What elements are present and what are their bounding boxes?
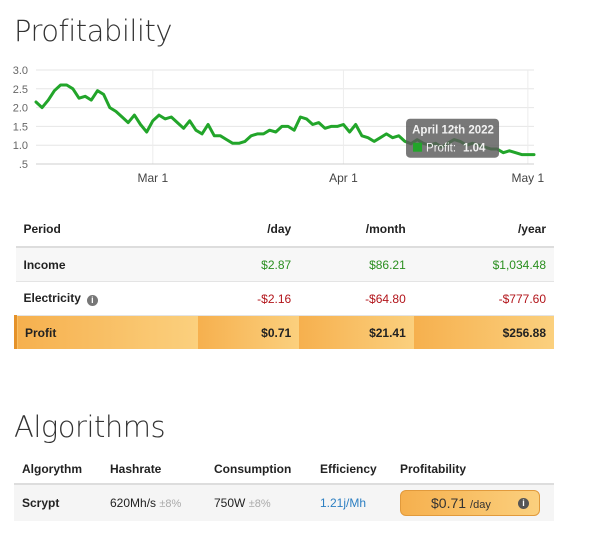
electricity-row: Electricity i -$2.16 -$64.80 -$777.60 [15, 281, 554, 316]
header-hashrate: Hashrate [102, 455, 206, 485]
profit-row: Profit $0.71 $21.41 $256.88 [14, 315, 554, 349]
chart-tooltip-date: April 12th 2022 [412, 125, 494, 137]
profitability-unit: /day [470, 499, 491, 511]
summary-header-row: Period /day /month /year [15, 212, 554, 248]
header-period: Period [15, 212, 199, 248]
profitability-pill[interactable]: $0.71/day i [400, 490, 540, 516]
consumption-cell: 750W ±8% [206, 484, 312, 521]
header-efficiency: Efficiency [312, 455, 392, 485]
hashrate-value: 620Mh/s [110, 496, 157, 510]
electricity-cell: Electricity i [15, 281, 199, 316]
consumption-value: 750W [214, 496, 246, 510]
chart-y-tick-label: 2.5 [13, 84, 28, 96]
income-day: $2.87 [198, 247, 300, 282]
algorithms-table: Algorythm Hashrate Consumption Efficienc… [14, 455, 554, 521]
chart-y-tick-label: 1.5 [13, 121, 28, 133]
electricity-month: -$64.80 [299, 281, 414, 316]
chart-tooltip-label: Profit: [426, 143, 456, 155]
chart-x-tick-label: Apr 1 [329, 171, 358, 185]
chart-y-tick-label: 2.0 [13, 103, 28, 115]
header-algorythm: Algorythm [14, 455, 102, 485]
info-icon[interactable]: i [86, 295, 98, 306]
profit-day: $0.71 [198, 315, 300, 349]
algorithm-name: Scrypt [14, 484, 102, 521]
algorithms-title: Algorithms [14, 410, 166, 444]
profitability-cell: $0.71/day i [392, 484, 554, 521]
hashrate-deviation: ±8% [159, 498, 182, 510]
consumption-deviation: ±8% [248, 498, 271, 510]
chart-y-tick-label: 1.0 [13, 140, 28, 152]
profit-year: $256.88 [413, 315, 554, 349]
info-icon[interactable]: i [518, 497, 529, 509]
chart-tooltip-value: 1.04 [463, 143, 486, 155]
electricity-label: Electricity [23, 291, 81, 305]
header-month: /month [299, 212, 414, 248]
income-month: $86.21 [299, 247, 414, 282]
profitability-chart[interactable]: .5 1.0 1.5 2.0 2.5 3.0 Mar 1 Apr 1 May 1 April 12… [0, 60, 560, 190]
efficiency-value[interactable]: 1.21j/Mh [312, 484, 392, 521]
profitability-amount: $0.71 [431, 495, 467, 511]
algorithms-header-row: Algorythm Hashrate Consumption Efficienc… [14, 455, 554, 485]
algorithm-row[interactable]: Scrypt 620Mh/s ±8% 750W ±8% 1.21j/Mh $0.… [14, 484, 554, 521]
profit-month: $21.41 [299, 315, 414, 349]
chart-x-tick-label: May 1 [512, 171, 545, 185]
income-row: Income $2.87 $86.21 $1,034.48 [15, 247, 554, 282]
income-label: Income [15, 247, 199, 282]
header-year: /year [413, 212, 554, 248]
header-consumption: Consumption [206, 455, 312, 485]
electricity-day: -$2.16 [198, 281, 300, 316]
header-profitability: Profitability [392, 455, 554, 485]
hashrate-cell: 620Mh/s ±8% [102, 484, 206, 521]
chart-tooltip [406, 118, 500, 158]
income-year: $1,034.48 [413, 247, 554, 282]
profitability-amount-group: $0.71/day [431, 495, 491, 511]
summary-table: Period /day /month /year Income $2.87 $8… [14, 212, 554, 349]
profit-label: Profit [14, 315, 199, 349]
profitability-title: Profitability [14, 14, 173, 48]
electricity-year: -$777.60 [413, 281, 554, 316]
header-day: /day [198, 212, 300, 248]
chart-x-tick-label: Mar 1 [137, 171, 168, 185]
chart-tooltip-swatch [413, 142, 423, 152]
chart-y-tick-label: 3.0 [13, 65, 28, 77]
chart-y-tick-label: .5 [19, 159, 28, 171]
